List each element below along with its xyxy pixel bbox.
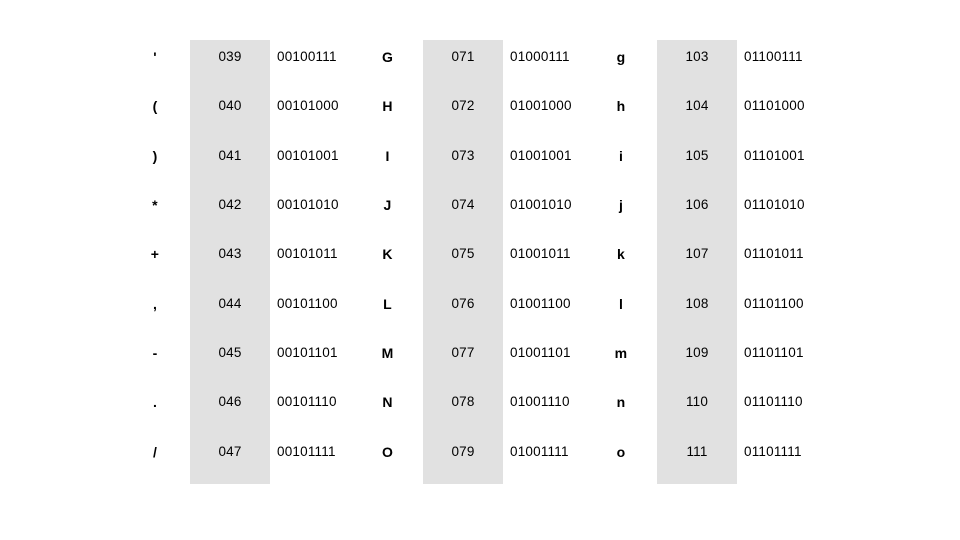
- decimal-code-cell: 103: [657, 40, 737, 90]
- binary-code-cell: 01001110: [510, 394, 570, 410]
- decimal-code-cell: 073: [423, 138, 503, 188]
- character-cell: +: [150, 246, 160, 263]
- decimal-code-cell: 039: [190, 40, 270, 90]
- character-cell: J: [383, 196, 392, 213]
- decimal-code-cell: 077: [423, 335, 503, 386]
- character-cell: ': [153, 49, 157, 65]
- binary-code-cell: 00101100: [277, 295, 338, 311]
- decimal-code-cell: 043: [190, 237, 270, 287]
- character-cell: O: [381, 443, 394, 460]
- character-cell: ,: [152, 295, 158, 312]
- decimal-code-cell: 079: [423, 434, 503, 484]
- binary-code-cell: 01001111: [510, 443, 569, 459]
- decimal-code-cell: 110: [657, 385, 737, 435]
- binary-code-cell: 00100111: [277, 49, 337, 64]
- binary-code-cell: 01101110: [744, 394, 803, 410]
- decimal-code-cell: 076: [423, 286, 503, 336]
- character-cell: i: [618, 147, 624, 164]
- decimal-code-cell: 075: [423, 237, 503, 287]
- decimal-code-cell: 044: [190, 286, 270, 336]
- character-cell: h: [616, 98, 626, 115]
- binary-code-cell: 01100111: [744, 49, 803, 64]
- binary-code-cell: 00101000: [277, 98, 339, 114]
- binary-code-cell: 01000111: [510, 49, 570, 64]
- decimal-code-cell: 046: [190, 385, 270, 435]
- decimal-code-cell: 105: [657, 138, 737, 188]
- character-cell: -: [152, 344, 158, 361]
- binary-code-cell: 00101010: [277, 196, 339, 212]
- decimal-code-cell: 074: [423, 187, 503, 238]
- decimal-code-cell: 106: [657, 187, 737, 238]
- decimal-code-cell: 111: [657, 434, 737, 484]
- character-cell: g: [616, 49, 626, 65]
- binary-code-cell: 01101111: [744, 443, 802, 459]
- binary-code-cell: 00101110: [277, 394, 337, 410]
- binary-code-cell: 00101001: [277, 147, 339, 163]
- character-cell: j: [618, 196, 624, 213]
- binary-code-cell: 01101100: [744, 295, 804, 311]
- character-cell: .: [152, 394, 158, 411]
- decimal-code-cell: 045: [190, 335, 270, 386]
- character-cell: (: [152, 98, 158, 115]
- binary-code-cell: 01001010: [510, 196, 572, 212]
- decimal-code-cell: 071: [423, 40, 503, 90]
- character-cell: N: [382, 394, 393, 411]
- decimal-code-cell: 104: [657, 89, 737, 139]
- character-cell: M: [381, 344, 394, 361]
- character-cell: o: [616, 443, 626, 460]
- binary-code-cell: 00101011: [277, 246, 338, 262]
- binary-code-cell: 00101101: [277, 344, 338, 360]
- ascii-table: ' 039 00100111 G 071 01000111 g 103 01100111 (040…: [120, 40, 819, 484]
- character-cell: m: [614, 344, 628, 361]
- decimal-code-cell: 078: [423, 385, 503, 435]
- decimal-code-cell: 109: [657, 335, 737, 386]
- character-cell: L: [383, 295, 392, 312]
- binary-code-cell: 01101001: [744, 147, 805, 163]
- decimal-code-cell: 072: [423, 89, 503, 139]
- decimal-code-cell: 107: [657, 237, 737, 287]
- decimal-code-cell: 040: [190, 89, 270, 139]
- binary-code-cell: 01001100: [510, 295, 571, 311]
- character-cell: *: [152, 196, 158, 213]
- character-cell: I: [385, 147, 390, 164]
- character-cell: ): [152, 147, 158, 164]
- decimal-code-cell: 108: [657, 286, 737, 336]
- binary-code-cell: 01001101: [510, 344, 571, 360]
- decimal-code-cell: 047: [190, 434, 270, 484]
- character-cell: n: [616, 394, 626, 411]
- character-cell: H: [382, 98, 393, 115]
- binary-code-cell: 01101000: [744, 98, 805, 114]
- character-cell: G: [381, 49, 394, 65]
- binary-code-cell: 00101111: [277, 443, 336, 459]
- binary-code-cell: 01101010: [744, 196, 805, 212]
- character-cell: k: [617, 246, 625, 263]
- decimal-code-cell: 042: [190, 187, 270, 238]
- character-cell: /: [152, 443, 158, 460]
- binary-code-cell: 01101101: [744, 344, 804, 360]
- binary-code-cell: 01001000: [510, 98, 572, 114]
- character-cell: K: [382, 246, 393, 263]
- binary-code-cell: 01001011: [510, 246, 571, 262]
- binary-code-cell: 01101011: [744, 246, 804, 262]
- character-cell: l: [618, 295, 624, 312]
- binary-code-cell: 01001001: [510, 147, 572, 163]
- decimal-code-cell: 041: [190, 138, 270, 188]
